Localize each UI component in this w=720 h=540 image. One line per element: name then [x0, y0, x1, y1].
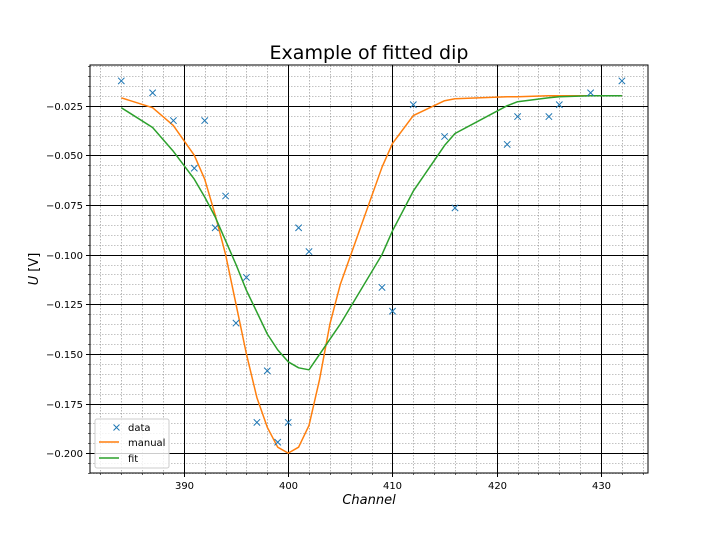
x-tick-label: 410 — [383, 481, 402, 492]
data-point — [253, 418, 261, 426]
major-grid — [90, 65, 648, 473]
y-axis-label-unit: [V] — [27, 253, 42, 272]
x-tick-label: 390 — [175, 481, 194, 492]
data-point — [587, 89, 595, 97]
data-point — [451, 204, 459, 212]
legend: data manual fit — [94, 418, 170, 469]
series-line-fit — [120, 95, 622, 371]
x-axis-label: Channel — [342, 493, 396, 508]
data-point — [211, 224, 219, 232]
data-point — [618, 77, 626, 85]
legend-entry-fit: fit — [99, 454, 138, 465]
data-point — [263, 367, 271, 375]
y-axis-label-symbol: U — [27, 275, 42, 285]
data-point — [555, 101, 563, 109]
y-tick-label: −0.025 — [46, 102, 83, 113]
y-tick-label: −0.100 — [46, 251, 83, 262]
data-point — [514, 113, 522, 121]
y-tick-label: −0.175 — [46, 400, 83, 411]
axis-ticks — [86, 66, 644, 477]
data-point — [117, 77, 125, 85]
legend-entry-data: data — [113, 423, 151, 434]
legend-entry-manual: manual — [99, 438, 165, 449]
data-point — [222, 192, 230, 200]
legend-box — [94, 418, 170, 469]
x-tick-label: 400 — [279, 481, 298, 492]
data-point — [409, 101, 417, 109]
data-point — [378, 283, 386, 291]
legend-label-fit: fit — [128, 454, 138, 465]
series-layer — [117, 77, 626, 454]
data-point — [441, 132, 449, 141]
y-tick-label: −0.200 — [46, 449, 83, 460]
data-point — [149, 89, 157, 97]
plot-frame — [89, 64, 649, 474]
legend-label-data: data — [128, 423, 151, 434]
data-point — [242, 273, 250, 281]
data-point — [305, 248, 313, 256]
minor-grid — [90, 65, 648, 474]
y-axis-label: U [V] — [27, 253, 42, 286]
chart-title: Example of fitted dip — [270, 42, 469, 64]
data-point — [295, 224, 303, 232]
x-tick-label: 430 — [592, 481, 611, 492]
data-point — [232, 319, 240, 327]
legend-marker-data — [113, 424, 120, 431]
data-point — [190, 164, 198, 172]
data-point — [545, 113, 553, 121]
data-point — [201, 117, 209, 125]
y-tick-label: −0.125 — [46, 300, 83, 311]
tick-labels: 390 400 410 420 430 −0.025 −0.050 −0.075 −0.100 −… — [46, 102, 611, 492]
data-point — [503, 140, 511, 148]
data-point — [284, 418, 292, 426]
series-line-manual — [121, 95, 622, 454]
y-tick-label: −0.050 — [46, 151, 83, 162]
y-tick-label: −0.075 — [46, 201, 83, 212]
y-tick-label: −0.150 — [46, 350, 83, 361]
data-point — [169, 117, 177, 125]
legend-label-manual: manual — [128, 438, 165, 449]
x-tick-label: 420 — [488, 481, 507, 492]
data-point — [388, 307, 397, 315]
data-point — [274, 438, 282, 446]
